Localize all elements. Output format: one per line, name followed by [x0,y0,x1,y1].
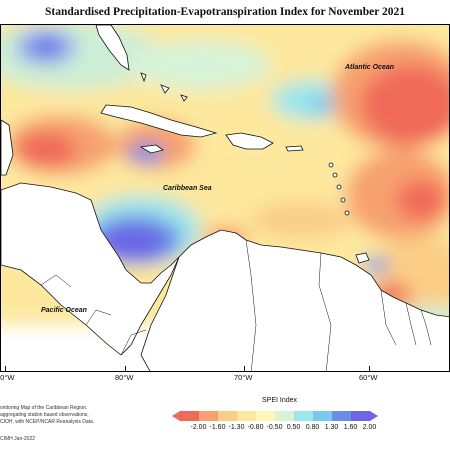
legend-label: -0.80 [247,424,264,431]
atlantic-ocean-label: Atlantic Ocean [345,64,395,71]
legend-label: -2.00 [190,424,207,431]
legend-swatch [199,411,218,421]
tick-80w [125,366,126,372]
borders [40,239,432,371]
legend-swatch [351,411,370,421]
map-graphic [1,25,449,371]
spei-map: Atlantic Ocean Caribbean Sea Pacific Oce… [0,24,450,372]
longitude-label: 80°W [115,373,134,382]
legend-swatch [294,411,313,421]
legend-colorbar [172,411,378,421]
legend-label: 1.30 [324,424,339,431]
legend-title: SPEI Index [262,397,298,404]
legend-swatch [313,411,332,421]
legend-label: -0.50 [266,424,283,431]
longitude-label: 90°W [0,373,15,382]
legend-label: 0.50 [286,424,301,431]
legend-label: 1.60 [343,424,358,431]
legend-label: 2.00 [362,424,377,431]
legend-swatch [180,411,199,421]
legend-swatch [237,411,256,421]
longitude-label: 60°W [359,373,378,382]
legend-swatch [218,411,237,421]
legend-swatch [256,411,275,421]
longitude-label: 70°W [234,373,253,382]
legend-label: -1.30 [228,424,245,431]
legend-label: -1.60 [209,424,226,431]
caribbean-sea-label: Caribbean Sea [163,185,212,192]
legend-arrow-right [370,411,378,421]
tick-70w [244,366,245,372]
land [1,25,449,371]
tick-90w [5,366,6,372]
footer-line: CIOH, with NCEP/NCAR Reanalysis Data. [0,419,95,425]
footer-line: onitoring Map of the Caribbean Region. [0,405,88,411]
legend-swatch [275,411,294,421]
footer-credit: CIMH Jan-2022 [0,436,36,442]
footer-line: aggregating station based observations, [0,412,89,418]
legend-label: 0.80 [305,424,320,431]
pacific-ocean-label: Pacific Ocean [41,307,87,314]
tick-60w [369,366,370,372]
map-title: Standardised Precipitation-Evapotranspir… [44,6,406,18]
spei-field [1,25,449,345]
legend-swatch [332,411,351,421]
legend-arrow-left [172,411,180,421]
